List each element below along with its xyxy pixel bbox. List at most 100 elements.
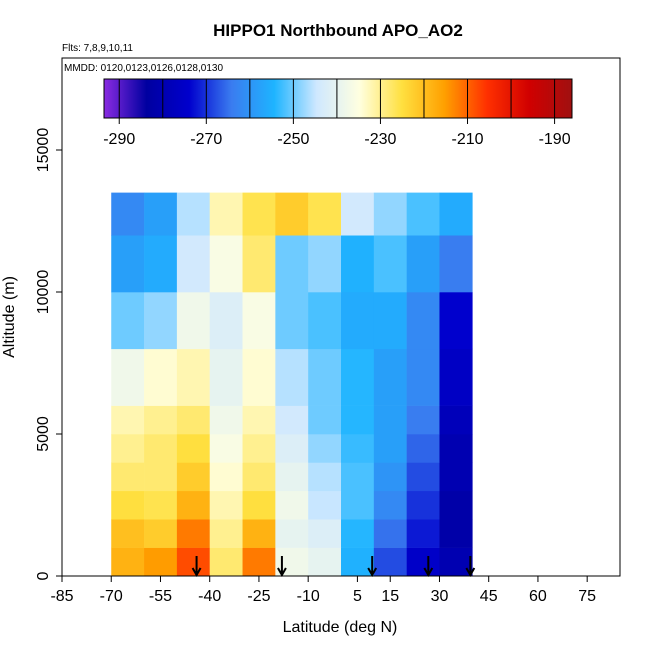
colorbar-tick-label: -290: [103, 131, 135, 148]
arrow: [277, 556, 287, 578]
heat-cell: [144, 462, 178, 492]
x-tick-label: 60: [529, 588, 547, 605]
heat-cell: [439, 292, 473, 350]
x-tick-label: -25: [247, 588, 270, 605]
heat-cell: [275, 462, 309, 492]
heat-cell: [341, 519, 375, 548]
heat-cell: [209, 235, 243, 293]
y-axis-label: Altitude (m): [1, 276, 18, 358]
heat-cell: [439, 490, 473, 520]
heat-cell: [439, 348, 473, 406]
heat-cell: [373, 292, 407, 350]
heat-cell: [209, 292, 243, 350]
heat-cell: [406, 462, 440, 492]
heat-cell: [144, 519, 178, 548]
heat-cell: [144, 235, 178, 293]
heat-cell: [341, 547, 375, 577]
heat-cell: [341, 348, 375, 406]
heat-cell: [111, 490, 145, 520]
heat-cell: [406, 434, 440, 463]
heat-cell: [275, 405, 309, 435]
heat-cell: [209, 547, 243, 577]
heat-cell: [242, 547, 276, 577]
heat-cell: [242, 462, 276, 492]
y-tick-label: 10000: [35, 270, 52, 315]
heat-cell: [439, 519, 473, 548]
heat-cell: [242, 405, 276, 435]
x-axis-label: Latitude (deg N): [283, 619, 398, 636]
heat-cell: [308, 547, 342, 577]
heat-cell: [275, 519, 309, 548]
heat-cell: [144, 434, 178, 463]
heat-cell: [406, 292, 440, 350]
heat-cell: [439, 235, 473, 293]
heat-cell: [373, 462, 407, 492]
heat-cell: [406, 547, 440, 577]
arrow: [191, 556, 202, 578]
colorbar: [103, 78, 573, 119]
y-tick-label: 0: [35, 571, 52, 580]
heat-cell: [406, 348, 440, 406]
heat-cell: [373, 192, 407, 236]
heat-cell: [406, 192, 440, 236]
heat-cell: [111, 192, 145, 236]
arrow: [423, 556, 434, 578]
heat-cell: [111, 434, 145, 463]
x-tick-label: 15: [381, 588, 399, 605]
heat-cell: [308, 462, 342, 492]
heat-cell: [341, 405, 375, 435]
heat-cell: [111, 405, 145, 435]
heat-cell: [242, 292, 276, 350]
heat-cell: [275, 348, 309, 406]
heat-cell: [176, 434, 211, 463]
heat-cell: [209, 192, 243, 236]
heat-cell: [144, 192, 178, 236]
heat-cell: [111, 519, 145, 548]
heat-cell: [406, 490, 440, 520]
heat-cell: [242, 192, 276, 236]
colorbar-tick-label: -190: [539, 131, 571, 148]
heat-cell: [373, 519, 407, 548]
heat-cell: [209, 490, 243, 520]
annotation: MMDD: 0120,0123,0126,0128,0130: [64, 63, 223, 74]
heat-cell: [209, 434, 243, 463]
heat-cell: [209, 519, 243, 548]
x-tick-label: 45: [480, 588, 498, 605]
chart-title: HIPPO1 Northbound APO_AO2: [213, 21, 463, 40]
colorbar-tick-label: -210: [452, 131, 484, 148]
colorbar-tick-label: -270: [190, 131, 222, 148]
heat-cell: [406, 519, 440, 548]
heat-cell: [341, 434, 375, 463]
heat-cell: [144, 292, 178, 350]
heat-cell: [308, 348, 342, 406]
heat-cell: [308, 405, 342, 435]
heat-cell: [341, 462, 375, 492]
y-tick-label: 5000: [35, 416, 52, 452]
heat-cell: [176, 192, 211, 236]
heat-cell: [308, 490, 342, 520]
heat-cell: [144, 348, 178, 406]
heat-cell: [144, 490, 178, 520]
heat-cell: [439, 405, 473, 435]
heat-cell: [275, 292, 309, 350]
heat-cell: [373, 490, 407, 520]
heat-cell: [341, 292, 375, 350]
heat-cell: [176, 235, 211, 293]
heat-cell: [406, 235, 440, 293]
x-tick-label: -85: [50, 588, 73, 605]
heat-cell: [373, 348, 407, 406]
heat-cell: [373, 434, 407, 463]
heat-cell: [439, 547, 473, 577]
heat-cell: [341, 490, 375, 520]
heat-cell: [308, 519, 342, 548]
heatmap: [111, 192, 473, 577]
heat-cell: [176, 405, 211, 435]
heat-cell: [373, 547, 407, 577]
heat-cell: [242, 235, 276, 293]
y-tick-label: 15000: [35, 128, 52, 173]
heat-cell: [439, 462, 473, 492]
x-tick-label: 5: [353, 588, 362, 605]
colorbar-tick-label: -250: [277, 131, 309, 148]
heat-cell: [242, 519, 276, 548]
